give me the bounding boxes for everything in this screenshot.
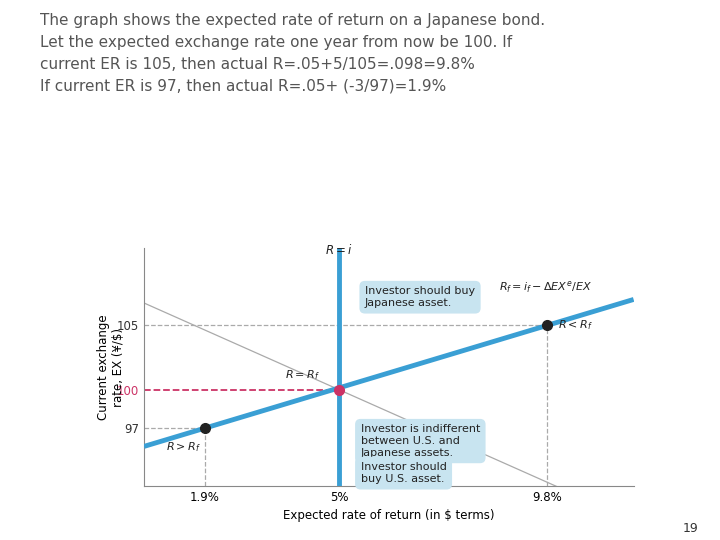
Text: $R < R_f$: $R < R_f$	[558, 319, 593, 332]
Text: $R = R_f$: $R = R_f$	[284, 368, 320, 382]
Y-axis label: Current exchange
rate, EX (¥/$): Current exchange rate, EX (¥/$)	[97, 314, 125, 420]
Text: Investor should
buy U.S. asset.: Investor should buy U.S. asset.	[361, 462, 446, 484]
Text: $R > R_f$: $R > R_f$	[166, 441, 200, 454]
Text: The graph shows the expected rate of return on a Japanese bond.
Let the expected: The graph shows the expected rate of ret…	[40, 14, 545, 93]
Text: Investor should buy
Japanese asset.: Investor should buy Japanese asset.	[365, 286, 475, 308]
Text: 19: 19	[683, 522, 698, 535]
X-axis label: Expected rate of return (in $ terms): Expected rate of return (in $ terms)	[283, 509, 495, 522]
Text: $R = i$: $R = i$	[325, 244, 353, 258]
Text: $R_f = i_f - \Delta EX^e/EX$: $R_f = i_f - \Delta EX^e/EX$	[499, 279, 593, 295]
Text: Investor is indifferent
between U.S. and
Japanese assets.: Investor is indifferent between U.S. and…	[361, 424, 480, 457]
